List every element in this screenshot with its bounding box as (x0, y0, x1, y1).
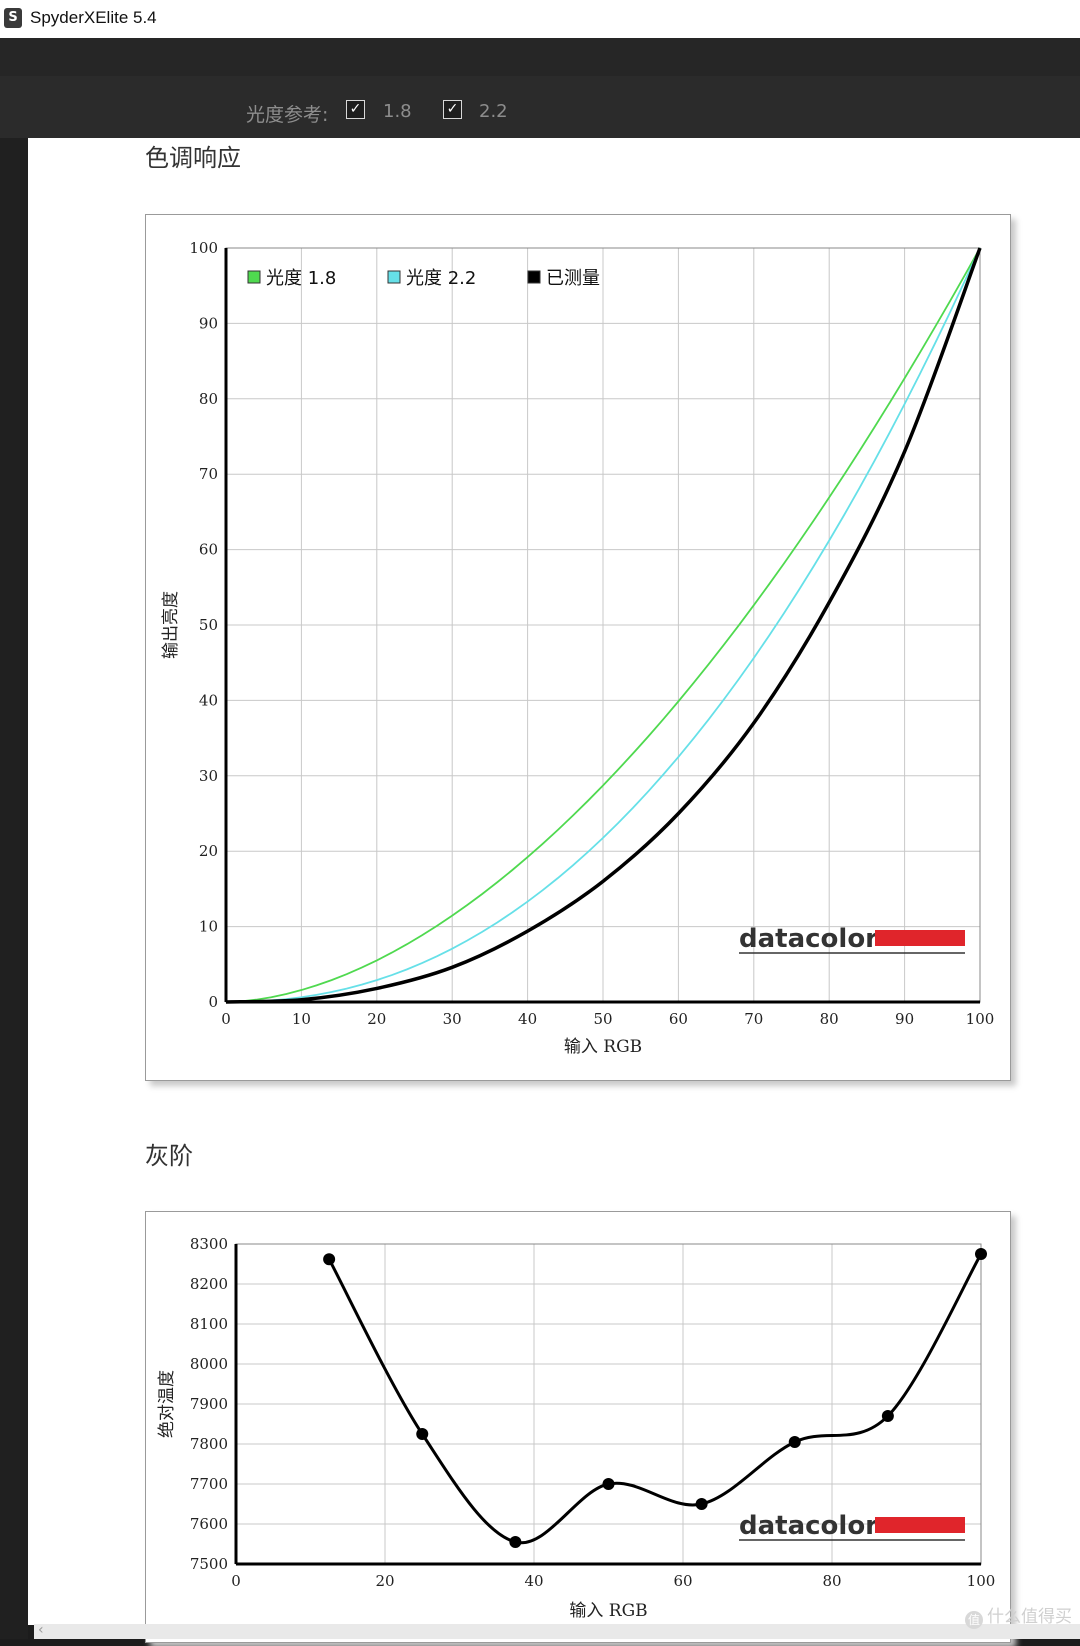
y-tick-label: 20 (199, 842, 218, 860)
x-tick-label: 80 (820, 1010, 839, 1028)
gamma-2-2-label: 2.2 (479, 101, 508, 122)
data-point (602, 1478, 615, 1490)
x-tick-label: 100 (966, 1010, 995, 1028)
grayscale-plot: 0 20 40 60 80 100 7500 7600 7700 7800 7900 8000 8100… (157, 1235, 996, 1621)
gamma-1-8-checkbox[interactable]: ✓ (346, 100, 365, 119)
grayscale-chart: 0 20 40 60 80 100 7500 7600 7700 7800 7900 8000 8100… (145, 1211, 1011, 1643)
left-panel-edge (0, 138, 28, 1639)
x-tick-label: 60 (669, 1010, 688, 1028)
legend-swatch (387, 270, 401, 284)
x-tick-label: 10 (292, 1010, 311, 1028)
x-axis-title: 输入 RGB (569, 1601, 647, 1621)
data-point (881, 1410, 894, 1422)
y-tick-label: 90 (199, 314, 218, 332)
x-axis-title: 输入 RGB (564, 1037, 642, 1057)
gamma-1-8-label: 1.8 (383, 101, 412, 122)
y-tick-label: 8300 (190, 1235, 228, 1253)
series-line-3 (225, 247, 982, 1004)
grayscale-title: 灰阶 (145, 1142, 193, 1170)
y-axis-title: 绝对温度 (157, 1370, 177, 1438)
y-tick-label: 50 (199, 616, 218, 634)
watermark: 值什么值得买 (965, 1602, 1072, 1629)
toolbar (0, 76, 1080, 138)
window-title: SpyderXElite 5.4 (30, 8, 157, 27)
y-tick-label: 8100 (190, 1315, 228, 1333)
x-tick-label: 0 (221, 1010, 231, 1028)
data-point (695, 1498, 708, 1510)
x-tick-label: 70 (744, 1010, 763, 1028)
y-tick-label: 7700 (190, 1475, 228, 1493)
y-tick-label: 30 (199, 767, 218, 785)
y-tick-label: 7800 (190, 1435, 228, 1453)
datacolor-logo-bar (875, 1517, 965, 1533)
y-tick-label: 0 (208, 993, 218, 1011)
watermark-text: 什么值得买 (987, 1607, 1072, 1627)
x-tick-label: 40 (518, 1010, 537, 1028)
y-tick-label: 40 (199, 691, 218, 709)
y-tick-label: 7500 (190, 1555, 228, 1573)
data-point (975, 1248, 987, 1260)
y-tick-label: 60 (199, 541, 218, 559)
x-tick-label: 20 (367, 1010, 386, 1028)
y-tick-label: 7900 (190, 1395, 228, 1413)
legend-label: 已测量 (546, 268, 600, 289)
legend-label: 光度 2.2 (406, 268, 476, 289)
data-point (509, 1536, 522, 1548)
gamma-2-2-checkbox[interactable]: ✓ (443, 100, 462, 119)
series-line-1 (327, 1253, 983, 1545)
y-tick-label: 8000 (190, 1355, 228, 1373)
header-band (0, 38, 1080, 76)
title-bar: S SpyderXElite 5.4 (0, 0, 1080, 38)
horizontal-scrollbar[interactable] (34, 1624, 1080, 1639)
y-tick-label: 7600 (190, 1515, 228, 1533)
legend-swatch (247, 270, 261, 284)
report-content[interactable]: 色调响应 0 10 20 30 40 50 60 70 80 90 100 0 10 20 30 40 50 60… (28, 138, 1080, 1643)
datacolor-logo: datacolor (739, 924, 878, 954)
data-point (416, 1428, 429, 1440)
x-tick-label: 90 (895, 1010, 914, 1028)
x-tick-label: 30 (443, 1010, 462, 1028)
legend-label: 光度 1.8 (266, 268, 336, 289)
datacolor-logo: datacolor (739, 1511, 878, 1541)
tone-response-plot: 0 10 20 30 40 50 60 70 80 90 100 0 10 20 30 40 50 60 70 80 9… (161, 239, 995, 1057)
app-icon: S (4, 8, 22, 28)
series-line-1 (225, 247, 981, 1003)
watermark-icon: 值 (965, 1611, 983, 1629)
y-tick-label: 8200 (190, 1275, 228, 1293)
legend-swatch (527, 270, 541, 284)
datacolor-logo-bar (875, 930, 965, 946)
x-tick-label: 40 (524, 1572, 543, 1590)
y-axis-title: 输出亮度 (161, 591, 181, 659)
y-tick-label: 100 (189, 239, 218, 257)
x-tick-label: 60 (673, 1572, 692, 1590)
x-tick-label: 0 (231, 1572, 241, 1590)
gamma-reference-label: 光度参考: (246, 104, 329, 126)
data-point (323, 1253, 336, 1266)
tone-response-chart: 0 10 20 30 40 50 60 70 80 90 100 0 10 20 30 40 50 60 70 80 9… (145, 214, 1011, 1081)
y-tick-label: 80 (199, 390, 218, 408)
data-point (788, 1436, 801, 1448)
y-tick-label: 70 (199, 465, 218, 483)
x-tick-label: 80 (822, 1572, 841, 1590)
scroll-left-arrow[interactable]: ‹ (38, 1622, 44, 1638)
x-tick-label: 100 (967, 1572, 996, 1590)
x-tick-label: 20 (375, 1572, 394, 1590)
tone-response-title: 色调响应 (145, 144, 241, 172)
x-tick-label: 50 (593, 1010, 612, 1028)
series-line-2 (225, 247, 981, 1003)
y-tick-label: 10 (199, 918, 218, 936)
